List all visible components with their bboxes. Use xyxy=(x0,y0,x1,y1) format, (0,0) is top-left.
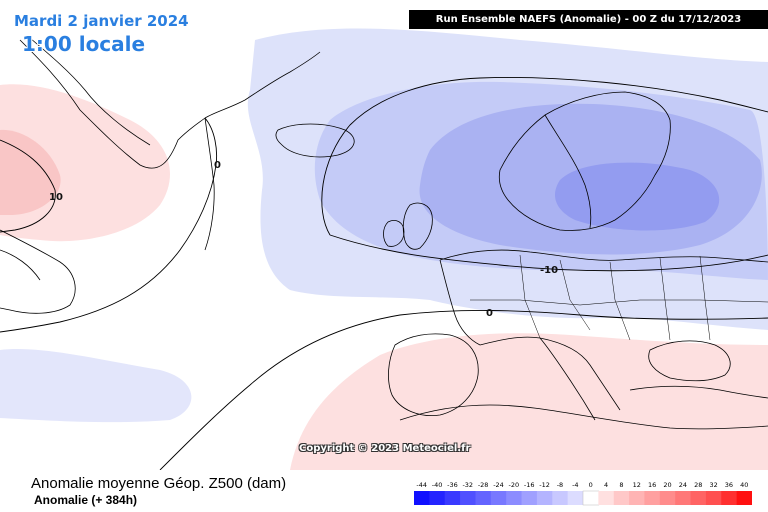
positive-anomaly-area-south xyxy=(290,333,768,470)
legend-tick-label: -28 xyxy=(478,481,489,489)
legend-tick-label: 16 xyxy=(648,481,656,489)
legend-swatch xyxy=(521,491,538,505)
legend-tick-label: 24 xyxy=(679,481,687,489)
legend-tick-label: 12 xyxy=(633,481,641,489)
local-time: 1:00 locale xyxy=(22,32,146,56)
color-scale-legend: -44 -40 -36 -32 -28 -24 -20 -16 -12 -8 -4 0 4 8 12 16 20… xyxy=(414,481,752,506)
legend-swatch xyxy=(721,491,738,505)
legend-swatch xyxy=(552,491,569,505)
anomaly-map: 10 0 -10 0 xyxy=(0,28,768,470)
run-info-banner: Run Ensemble NAEFS (Anomalie) - 00 Z du … xyxy=(409,10,768,29)
contour-label-0-west: 0 xyxy=(214,160,221,171)
legend-tick-label: -8 xyxy=(557,481,563,489)
legend-swatch xyxy=(582,490,600,506)
legend-swatch xyxy=(567,491,584,505)
map-title: Anomalie moyenne Géop. Z500 (dam) xyxy=(31,475,287,492)
legend-swatch xyxy=(414,491,430,505)
contour-line-0-south xyxy=(159,310,768,470)
legend-swatch xyxy=(644,491,661,505)
legend-swatch xyxy=(506,491,523,505)
legend-swatch xyxy=(460,491,476,505)
legend-tick-label: -12 xyxy=(539,481,550,489)
contour-line-minus10 xyxy=(321,77,768,272)
legend-swatch xyxy=(598,491,615,505)
legend-tick-label: 0 xyxy=(589,481,593,489)
contour-label-0-south: 0 xyxy=(486,308,493,319)
contour-line-0-west xyxy=(0,117,217,333)
contour-label-10: 10 xyxy=(49,192,63,203)
contour-label-minus10: -10 xyxy=(540,265,558,276)
legend-swatch xyxy=(536,491,553,505)
positive-anomaly-area-west-core xyxy=(0,129,61,215)
negative-anomaly-area-sw xyxy=(0,349,192,423)
legend-swatch xyxy=(444,491,461,505)
copyright-notice: Copyright © 2023 Meteociel.fr xyxy=(299,443,471,454)
legend-swatch xyxy=(475,491,492,505)
forecast-date: Mardi 2 janvier 2024 xyxy=(14,12,189,30)
legend-tick-label: -16 xyxy=(524,481,535,489)
map-subtitle: Anomalie (+ 384h) xyxy=(34,493,138,507)
legend-swatch xyxy=(690,491,707,505)
legend-swatch xyxy=(705,491,722,505)
legend-tick-label: 40 xyxy=(740,481,748,489)
contour-lines xyxy=(0,77,768,470)
legend-tick-label: -40 xyxy=(432,481,443,489)
legend-swatch xyxy=(429,491,446,505)
negative-anomaly-area-core xyxy=(555,162,720,231)
legend-tick-label: -24 xyxy=(493,481,504,489)
coastlines xyxy=(0,37,768,430)
legend-swatch xyxy=(613,491,630,505)
legend-tick-label: -36 xyxy=(447,481,458,489)
legend-swatch xyxy=(675,491,692,505)
legend-swatch xyxy=(736,491,752,505)
contour-line-10 xyxy=(0,139,56,233)
legend-tick-label: 28 xyxy=(694,481,702,489)
legend-tick-label: 8 xyxy=(619,481,623,489)
legend-tick-label: 32 xyxy=(709,481,717,489)
legend-tick-label: 20 xyxy=(663,481,671,489)
legend-swatch xyxy=(629,491,645,505)
legend-swatch xyxy=(490,491,507,505)
legend-tick-label: 4 xyxy=(604,481,608,489)
legend-tick-label: -20 xyxy=(509,481,520,489)
legend-tick-label: -32 xyxy=(462,481,473,489)
legend-tick-label: -4 xyxy=(572,481,578,489)
legend-tick-label: 36 xyxy=(725,481,733,489)
legend-swatch xyxy=(659,491,676,505)
legend-tick-label: -44 xyxy=(416,481,427,489)
